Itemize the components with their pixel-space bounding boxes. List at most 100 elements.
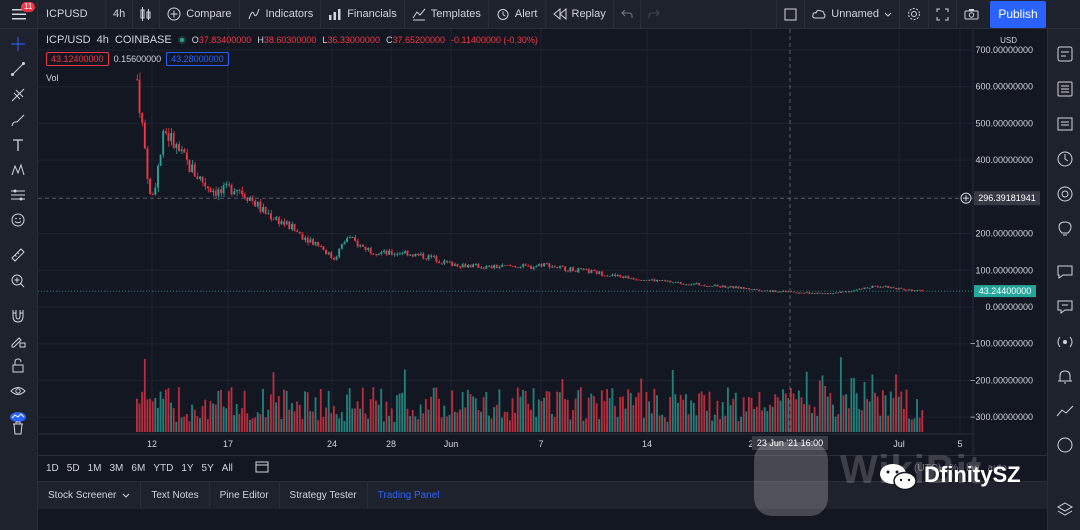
layout-name-button[interactable]: Unnamed <box>805 0 900 29</box>
volume-bar <box>162 398 165 432</box>
candle-body <box>648 279 651 281</box>
main-menu-button[interactable]: 11 <box>0 0 38 29</box>
snapshot-button[interactable] <box>957 0 986 29</box>
alerts-panel-button[interactable] <box>1054 78 1076 100</box>
help-button[interactable] <box>1054 434 1076 456</box>
volume-bar <box>469 393 472 432</box>
financials-button[interactable]: Financials <box>321 0 405 29</box>
range-1m[interactable]: 1M <box>87 463 102 474</box>
candle-body <box>847 291 850 293</box>
pitchfork-tool[interactable] <box>7 84 29 106</box>
legend-symbol[interactable]: ICP/USD <box>46 34 91 46</box>
timezone-label[interactable]: (UTC) <box>914 463 942 474</box>
select-layout-button[interactable] <box>776 0 806 29</box>
tab-pine-editor[interactable]: Pine Editor <box>210 481 280 510</box>
magnet-tool[interactable] <box>7 305 29 327</box>
indicators-button[interactable]: Indicators <box>240 0 322 29</box>
trading-button[interactable] <box>1054 401 1076 423</box>
range-ytd[interactable]: YTD <box>153 463 174 474</box>
notifications-button[interactable] <box>1054 366 1076 388</box>
streams-button[interactable] <box>1054 296 1076 318</box>
volume-bar <box>372 387 375 432</box>
watchlist-button[interactable] <box>1054 43 1076 65</box>
symbol-search-button[interactable]: ICPUSD <box>38 0 106 29</box>
range-5d[interactable]: 5D <box>66 463 80 474</box>
candle-body <box>577 268 580 273</box>
object-tree-tool[interactable] <box>7 405 29 427</box>
templates-button[interactable]: Templates <box>405 0 489 29</box>
volume-bar <box>855 393 858 432</box>
candle-body <box>705 286 708 287</box>
volume-bar <box>766 411 769 432</box>
icons-tool[interactable] <box>7 209 29 231</box>
volume-bar <box>398 393 401 432</box>
trend-line-tool[interactable] <box>7 58 29 80</box>
candle-body <box>372 253 375 255</box>
fullscreen-icon <box>936 8 949 20</box>
range-1d[interactable]: 1D <box>46 463 59 474</box>
public-chats-button[interactable] <box>1054 331 1076 353</box>
chart-pane[interactable]: USD 700.00000000 600.00000000 500.00000000 4… <box>38 29 1047 455</box>
auto-toggle[interactable]: auto <box>987 463 1007 474</box>
volume-bar <box>916 399 918 432</box>
buy-price-box[interactable]: 43.28000000 <box>166 52 229 66</box>
fullscreen-button[interactable] <box>929 0 957 29</box>
volume-bar <box>141 391 144 432</box>
volume-bar <box>440 417 443 432</box>
pattern-tool[interactable] <box>7 159 29 181</box>
measure-tool[interactable] <box>7 244 29 266</box>
candle-body <box>204 182 207 187</box>
candle-body <box>621 276 624 278</box>
range-3m[interactable]: 3M <box>109 463 124 474</box>
volume-bar <box>908 418 911 432</box>
tab-trading-panel[interactable]: Trading Panel <box>377 490 440 501</box>
volume-bar <box>884 395 887 432</box>
hotlists-button[interactable] <box>1054 148 1076 170</box>
range-1y[interactable]: 1Y <box>181 463 194 474</box>
crosshair-tool[interactable] <box>7 33 29 55</box>
chart-style-button[interactable] <box>133 0 161 29</box>
text-tool[interactable] <box>7 134 29 156</box>
redo-button[interactable] <box>641 0 667 29</box>
tab-stock-screener[interactable]: Stock Screener <box>38 481 142 510</box>
candle-body <box>543 263 545 267</box>
volume-bar <box>356 401 359 432</box>
stay-in-drawing-mode-tool[interactable] <box>7 330 29 352</box>
sell-price-box[interactable]: 43.12400000 <box>46 52 109 66</box>
templates-icon <box>412 8 426 21</box>
range-all[interactable]: All <box>221 463 233 474</box>
volume-bar <box>742 397 745 432</box>
lock-drawings-tool[interactable] <box>7 355 29 377</box>
range-5y[interactable]: 5Y <box>201 463 214 474</box>
interval-button[interactable]: 4h <box>106 0 134 29</box>
candle-body <box>393 254 396 256</box>
settings-button[interactable] <box>900 0 929 29</box>
tab-text-notes[interactable]: Text Notes <box>141 481 210 510</box>
prediction-tool[interactable] <box>7 184 29 206</box>
chats-button[interactable] <box>1054 261 1076 283</box>
remove-drawings-tool[interactable] <box>7 417 29 439</box>
hide-drawings-tool[interactable] <box>7 380 29 402</box>
ideas-button[interactable] <box>1054 218 1076 240</box>
volume-bar <box>348 388 351 432</box>
volume-bar <box>396 395 398 432</box>
candle-body <box>666 280 669 282</box>
range-6m[interactable]: 6M <box>131 463 146 474</box>
candle-body <box>482 267 485 269</box>
goto-date-button[interactable] <box>255 461 269 476</box>
alert-button[interactable]: Alert <box>489 0 546 29</box>
calendar-button[interactable] <box>1054 183 1076 205</box>
compare-button[interactable]: Compare <box>160 0 240 29</box>
object-layers-button[interactable] <box>1054 499 1076 521</box>
percent-toggle[interactable]: % <box>949 463 959 474</box>
data-window-button[interactable] <box>1054 113 1076 135</box>
tab-strategy-tester[interactable]: Strategy Tester <box>280 481 368 510</box>
brush-tool[interactable] <box>7 109 29 131</box>
log-toggle[interactable]: log <box>966 463 980 474</box>
replay-button[interactable]: Replay <box>546 0 614 29</box>
undo-button[interactable] <box>614 0 641 29</box>
zoom-tool[interactable] <box>7 270 29 292</box>
candle-body <box>769 290 771 292</box>
publish-button[interactable]: Publish <box>990 0 1046 28</box>
